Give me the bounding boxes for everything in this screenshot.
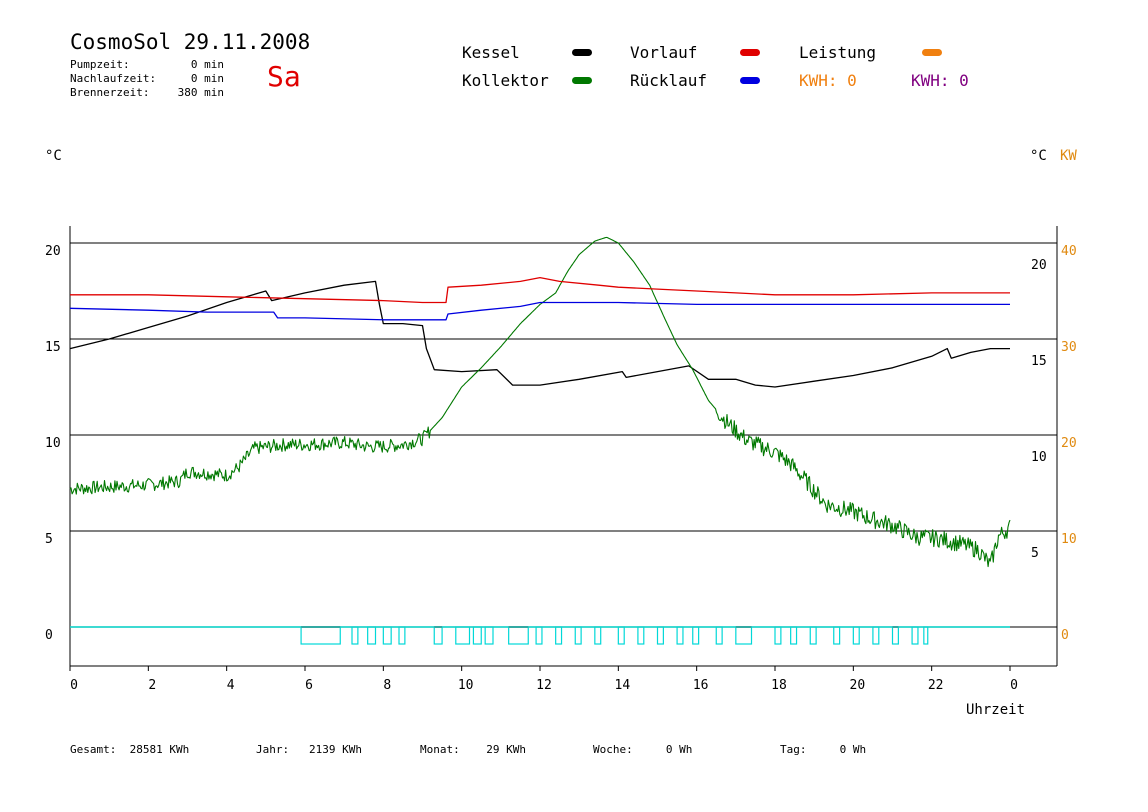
footer-woche: Woche: 0 Wh: [593, 743, 693, 756]
pump-state-box: [382, 626, 392, 645]
y-left-tick-label: 15: [45, 340, 61, 355]
x-tick-label: 10: [458, 678, 474, 693]
pump-state-box: [923, 626, 929, 645]
legend-kwh-purple: KWH: 0: [911, 71, 969, 90]
pumpzeit-row: Pumpzeit: 0 min: [70, 58, 224, 71]
pump-state-box: [852, 626, 860, 645]
footer-gesamt: Gesamt: 28581 KWh: [70, 743, 190, 756]
x-tick-label: 0: [1010, 678, 1018, 693]
legend-kollektor-label: Kollektor: [462, 71, 549, 90]
x-tick-label: 4: [227, 678, 235, 693]
x-tick-label: 18: [771, 678, 787, 693]
pump-state-box: [809, 626, 817, 645]
y-right-c-tick-label: 10: [1031, 450, 1047, 465]
x-tick-label: 14: [615, 678, 631, 693]
y-left-tick-label: 0: [45, 628, 53, 643]
chart-title: CosmoSol 29.11.2008: [70, 30, 311, 54]
pump-state-box: [555, 626, 563, 645]
pumpzeit-value: 0 min: [190, 58, 224, 71]
footer-monat: Monat: 29 KWh: [420, 743, 526, 756]
pump-state-box: [472, 626, 482, 645]
pump-state-box: [398, 626, 406, 645]
series-line-kessel: [69, 280, 1010, 388]
pump-state-box: [911, 626, 919, 645]
y-left-tick-label: 10: [45, 436, 61, 451]
pump-state-box: [872, 626, 880, 645]
pump-state-box: [774, 626, 782, 645]
legend-leistung-swatch: [922, 49, 942, 56]
pump-state-box: [367, 626, 377, 645]
legend-ruecklauf-label: Rücklauf: [630, 71, 708, 90]
y-right-kw-tick-label: 0: [1061, 628, 1069, 643]
x-tick-label: 8: [383, 678, 391, 693]
y-left-tick-label: 5: [45, 532, 53, 547]
brennerzeit-row: Brennerzeit: 380 min: [70, 86, 224, 99]
nachlaufzeit-value: 0 min: [190, 72, 224, 85]
series-line-vorlauf: [70, 276, 1010, 304]
nachlaufzeit-row: Nachlaufzeit: 0 min: [70, 72, 224, 85]
y-left-tick-label: 20: [45, 244, 61, 259]
weekday-label: Sa: [267, 60, 301, 93]
y-right-kw-tick-label: 40: [1061, 244, 1077, 259]
pump-state-box: [790, 626, 798, 645]
pump-state-box: [351, 626, 359, 645]
pump-state-box: [692, 626, 700, 645]
pump-state-box: [891, 626, 899, 645]
series-line-ruecklauf: [69, 301, 1010, 321]
legend-ruecklauf-swatch: [740, 77, 760, 84]
left-axis-unit: °C: [45, 148, 62, 164]
right-axis-unit-kw: KW: [1060, 148, 1077, 164]
legend-leistung-label: Leistung: [799, 43, 877, 62]
pump-state-box: [300, 626, 341, 645]
y-right-kw-tick-label: 10: [1061, 532, 1077, 547]
x-tick-label: 2: [148, 678, 156, 693]
x-tick-label: 6: [305, 678, 313, 693]
pump-state-box: [594, 626, 602, 645]
pump-state-box: [833, 626, 841, 645]
pump-state-box: [637, 626, 645, 645]
footer-jahr: Jahr: 2139 KWh: [256, 743, 362, 756]
pump-state-box: [715, 626, 723, 645]
pumpzeit-label: Pumpzeit:: [70, 58, 130, 71]
legend-kwh-orange: KWH: 0: [799, 71, 857, 90]
legend-vorlauf-label: Vorlauf: [630, 43, 698, 62]
brennerzeit-value: 380 min: [177, 86, 224, 99]
x-tick-label: 22: [928, 678, 944, 693]
brennerzeit-label: Brennerzeit:: [70, 86, 150, 99]
nachlaufzeit-label: Nachlaufzeit:: [70, 72, 157, 85]
x-tick-label: 16: [693, 678, 709, 693]
legend-kessel-swatch: [572, 49, 592, 56]
y-right-kw-tick-label: 20: [1061, 436, 1077, 451]
pump-state-box: [676, 626, 684, 645]
pump-state-box: [508, 626, 529, 645]
pump-state-box: [535, 626, 543, 645]
x-tick-label: 12: [536, 678, 552, 693]
x-tick-label: 0: [70, 678, 78, 693]
pump-state-box: [455, 626, 471, 645]
y-right-c-tick-label: 20: [1031, 258, 1047, 273]
pump-state-box: [484, 626, 494, 645]
legend-vorlauf-swatch: [740, 49, 760, 56]
pump-state-box: [574, 626, 582, 645]
pump-state-box: [617, 626, 625, 645]
y-right-c-tick-label: 15: [1031, 354, 1047, 369]
x-axis-label: Uhrzeit: [966, 702, 1026, 718]
y-right-kw-tick-label: 30: [1061, 340, 1077, 355]
legend-kessel-label: Kessel: [462, 43, 520, 62]
x-tick-label: 20: [850, 678, 866, 693]
pump-state-box: [656, 626, 664, 645]
series-line-kollektor: [69, 236, 1011, 568]
y-right-c-tick-label: 5: [1031, 546, 1039, 561]
legend-kollektor-swatch: [572, 77, 592, 84]
right-axis-unit-celsius: °C: [1030, 148, 1047, 164]
pump-state-box: [735, 626, 753, 645]
pump-state-box: [433, 626, 443, 645]
footer-tag: Tag: 0 Wh: [780, 743, 867, 756]
